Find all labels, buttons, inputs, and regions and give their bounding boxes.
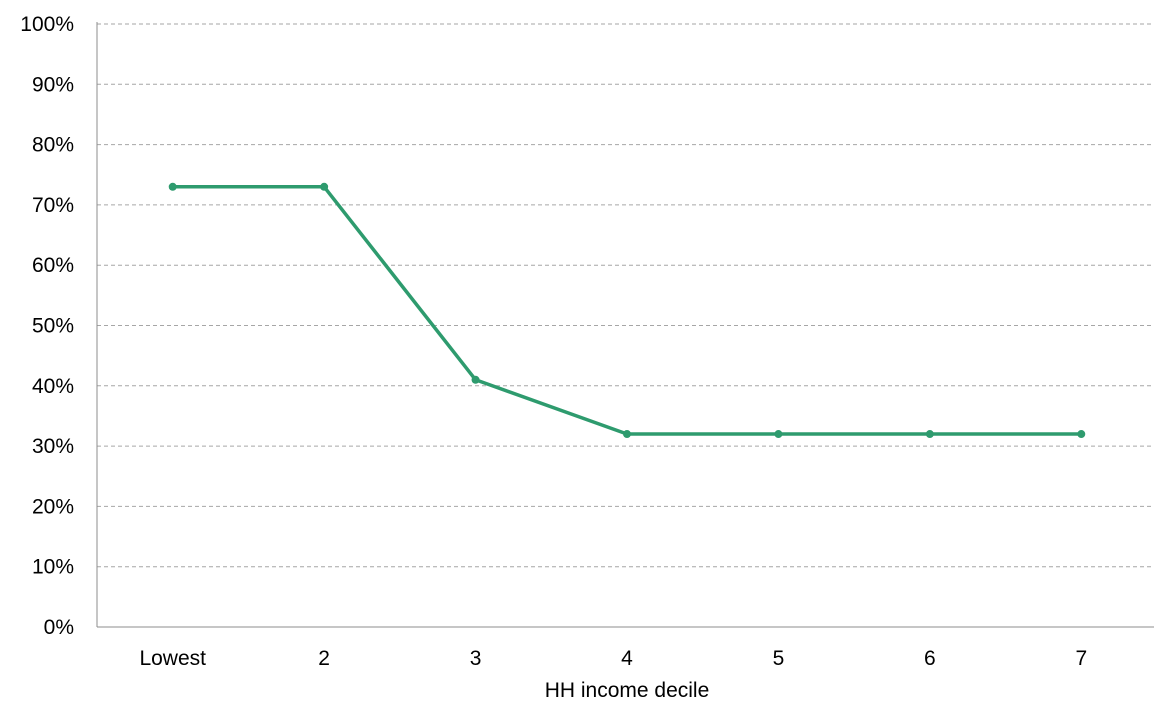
y-tick-label: 0% xyxy=(44,616,74,639)
y-tick-label: 40% xyxy=(32,375,74,398)
x-tick-label: 4 xyxy=(621,647,633,670)
y-tick-label: 30% xyxy=(32,435,74,458)
x-tick-label: 7 xyxy=(1075,647,1087,670)
y-tick-label: 90% xyxy=(32,73,74,96)
data-point xyxy=(925,430,934,439)
axes xyxy=(96,22,1154,628)
series xyxy=(168,182,1086,439)
data-point xyxy=(623,430,631,439)
x-axis-tick-labels: Lowest 2 3 4 5 6 7 xyxy=(139,647,1087,670)
x-axis-title: HH income decile xyxy=(545,679,710,702)
y-tick-label: 80% xyxy=(32,134,74,157)
data-point xyxy=(320,182,329,191)
x-tick-label: 2 xyxy=(318,647,330,670)
y-tick-label: 70% xyxy=(32,194,74,217)
x-tick-label: 3 xyxy=(470,647,482,670)
data-point xyxy=(168,182,177,191)
data-point xyxy=(1077,430,1086,439)
y-tick-label: 10% xyxy=(32,556,74,579)
data-point xyxy=(471,375,480,384)
data-point xyxy=(774,430,783,439)
y-tick-label: 100% xyxy=(20,13,74,36)
gridlines xyxy=(97,23,1154,568)
x-tick-label: 6 xyxy=(924,647,936,670)
y-tick-label: 20% xyxy=(32,495,74,518)
y-axis-tick-labels: 0% 10% 20% 30% 40% 50% 60% 70% 80% 90% 100% xyxy=(20,13,74,639)
series-line xyxy=(170,185,1084,436)
x-tick-label: Lowest xyxy=(139,647,206,670)
y-tick-label: 50% xyxy=(32,315,74,338)
y-tick-label: 60% xyxy=(32,254,74,277)
x-tick-label: 5 xyxy=(773,647,785,670)
